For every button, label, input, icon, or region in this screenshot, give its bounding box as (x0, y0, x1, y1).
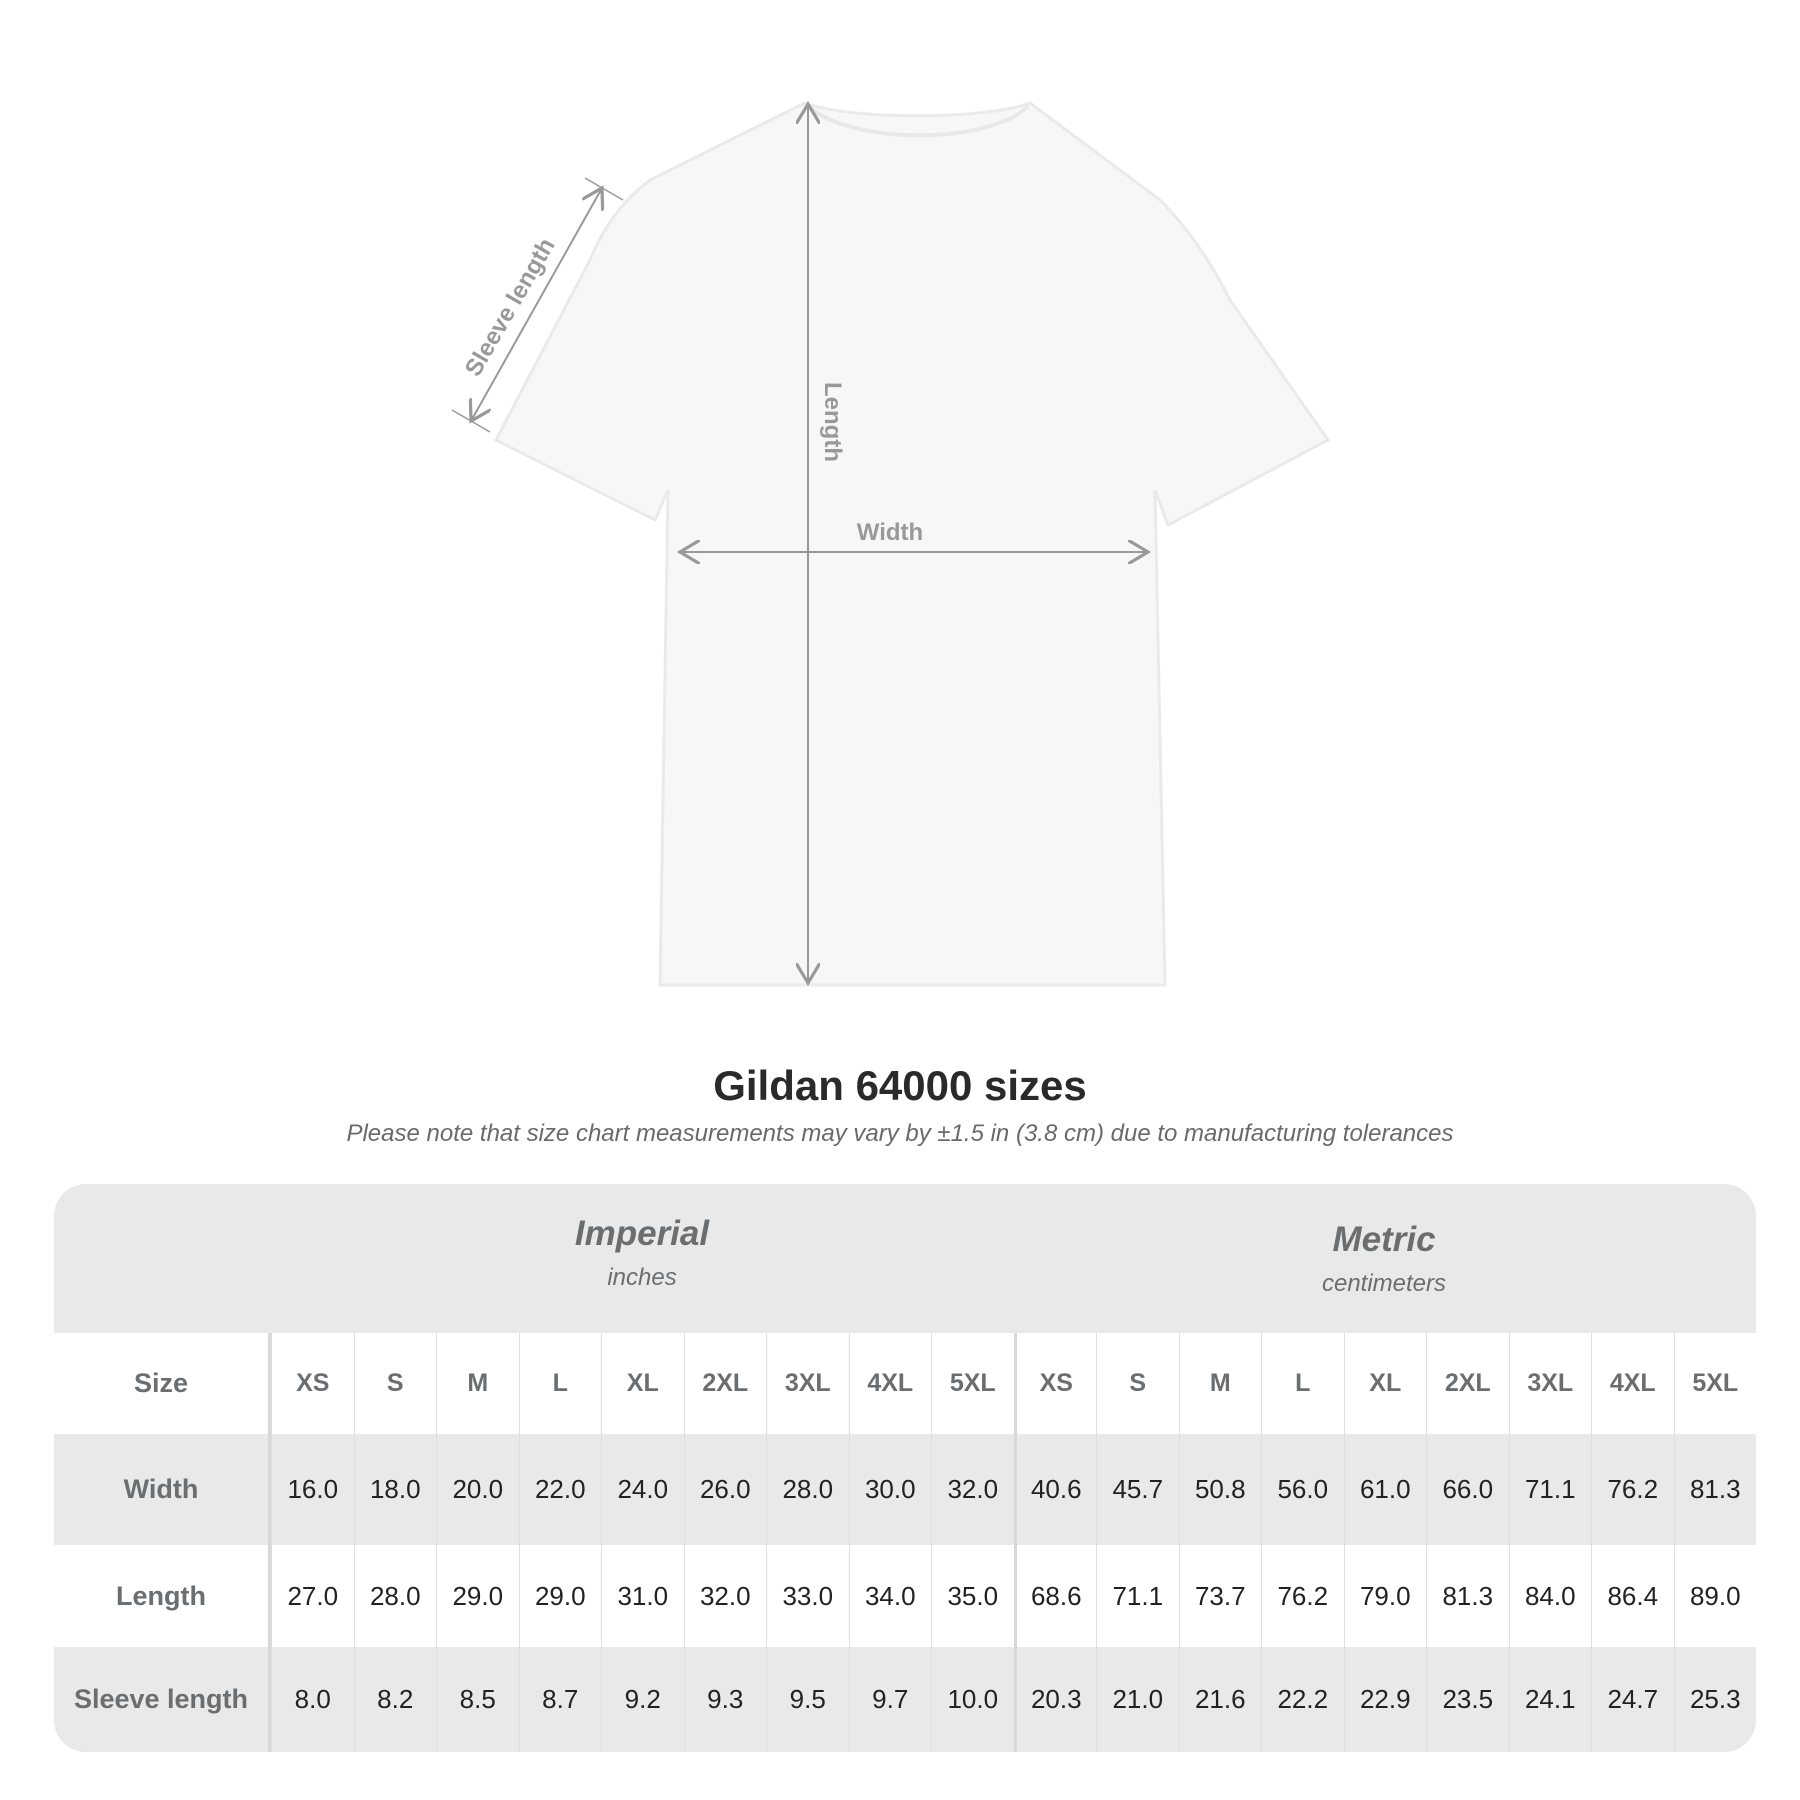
table-cell: 8.2 (353, 1647, 437, 1752)
table-cell: 21.0 (1096, 1647, 1179, 1752)
table-cell: 29.0 (436, 1545, 519, 1647)
imperial-unit: inches (607, 1264, 677, 1291)
table-cell: 4XL (1591, 1333, 1674, 1434)
table-cell: 81.3 (1426, 1545, 1509, 1647)
table-cell: 9.5 (766, 1647, 849, 1752)
table-cell: 25.3 (1673, 1647, 1757, 1752)
table-cell: 5XL (931, 1333, 1014, 1434)
table-cell: 31.0 (601, 1545, 684, 1647)
table-cell: 9.7 (848, 1647, 932, 1752)
table-cell: 18.0 (353, 1434, 437, 1545)
table-cell: 89.0 (1673, 1545, 1757, 1647)
table-cell: 2XL (1426, 1333, 1509, 1434)
table-cell: 3XL (766, 1333, 849, 1434)
table-cell: 24.1 (1508, 1647, 1592, 1752)
table-cell: 32.0 (931, 1434, 1014, 1545)
table-row: Sleeve length 8.0 8.2 8.5 8.7 9.2 9.3 9.5 9.7 10.… (54, 1647, 1756, 1752)
table-cell: 10.0 (931, 1647, 1014, 1752)
table-cell: 32.0 (683, 1545, 767, 1647)
table-cell: M (1178, 1333, 1262, 1434)
table-cell: 50.8 (1178, 1434, 1262, 1545)
table-cell: 56.0 (1261, 1434, 1344, 1545)
table-cell: 61.0 (1343, 1434, 1427, 1545)
table-cell: 73.7 (1178, 1545, 1262, 1647)
table-cell: 2XL (683, 1333, 767, 1434)
chart-title: Gildan 64000 sizes (713, 1062, 1087, 1109)
table-cell: 45.7 (1096, 1434, 1179, 1545)
tolerance-note: Please note that size chart measurements… (346, 1120, 1454, 1147)
table-cell: S (353, 1333, 437, 1434)
table-cell: 84.0 (1508, 1545, 1592, 1647)
row-label: Size (54, 1333, 271, 1434)
table-cell: 79.0 (1343, 1545, 1427, 1647)
table-row: Width 16.0 18.0 20.0 22.0 24.0 26.0 28.0 30.0 32.… (54, 1434, 1756, 1545)
table-cell: 86.4 (1591, 1545, 1674, 1647)
table-cell: 71.1 (1508, 1434, 1592, 1545)
table-cell: 76.2 (1261, 1545, 1344, 1647)
table-cell: 40.6 (1013, 1434, 1097, 1545)
table-cell: 8.5 (436, 1647, 519, 1752)
table-cell: 16.0 (271, 1434, 354, 1545)
table-cell: 27.0 (271, 1545, 354, 1647)
table-cell: 26.0 (683, 1434, 767, 1545)
table-cell: 9.3 (683, 1647, 767, 1752)
table-cell: M (436, 1333, 519, 1434)
table-cell: 68.6 (1013, 1545, 1097, 1647)
table-cell: 22.2 (1261, 1647, 1344, 1752)
tshirt-diagram: Sleeve length Length Width (451, 0, 1331, 987)
table-cell: 3XL (1508, 1333, 1592, 1434)
metric-title: Metric (1332, 1220, 1436, 1259)
table-cell: 23.5 (1426, 1647, 1509, 1752)
table-cell: L (518, 1333, 602, 1434)
row-label: Sleeve length (54, 1647, 271, 1752)
sleeve-arrow (451, 177, 624, 433)
length-label: Length (819, 382, 846, 462)
table-cell: 33.0 (766, 1545, 849, 1647)
table-cell: 76.2 (1591, 1434, 1674, 1545)
table-cell: 5XL (1673, 1333, 1757, 1434)
table-cell: 4XL (848, 1333, 932, 1434)
row-label: Width (54, 1434, 271, 1545)
table-cell: XS (1013, 1333, 1097, 1434)
table-cell: 66.0 (1426, 1434, 1509, 1545)
table-cell: 21.6 (1178, 1647, 1262, 1752)
table-cell: 81.3 (1673, 1434, 1757, 1545)
imperial-title: Imperial (574, 1214, 710, 1253)
table-cell: 22.0 (518, 1434, 602, 1545)
table-row: Length 27.0 28.0 29.0 29.0 31.0 32.0 33.0 34.0 35… (54, 1545, 1756, 1647)
table-cell: XL (601, 1333, 684, 1434)
table-cell: 20.0 (436, 1434, 519, 1545)
table-cell: L (1261, 1333, 1344, 1434)
table-cell: S (1096, 1333, 1179, 1434)
table-cell: XS (271, 1333, 354, 1434)
table-cell: 28.0 (766, 1434, 849, 1545)
metric-header: Metric centimeters (1013, 1184, 1755, 1333)
table-cell: 8.7 (518, 1647, 602, 1752)
table-cell: 24.7 (1591, 1647, 1674, 1752)
table-cell: 9.2 (601, 1647, 684, 1752)
imperial-header: Imperial inches (271, 1184, 1013, 1333)
table-cell: 71.1 (1096, 1545, 1179, 1647)
table-cell: 22.9 (1343, 1647, 1427, 1752)
table-cell: 34.0 (848, 1545, 932, 1647)
width-label: Width (857, 519, 923, 546)
row-label: Length (54, 1545, 271, 1647)
table-cell: 8.0 (271, 1647, 354, 1752)
metric-unit: centimeters (1321, 1270, 1447, 1297)
table-cell: 28.0 (353, 1545, 437, 1647)
table-cell: 24.0 (601, 1434, 684, 1545)
table-cell: 20.3 (1013, 1647, 1097, 1752)
table-cell: 30.0 (848, 1434, 932, 1545)
size-header-row: Size XS S M L XL 2XL 3XL 4XL 5XL XS S M L XL 2XL 3XL 4XL 5… (54, 1333, 1756, 1434)
table-cell: 35.0 (931, 1545, 1014, 1647)
table-cell: 29.0 (518, 1545, 602, 1647)
size-table: Imperial inches Metric centimeters Size X… (54, 1184, 1756, 1752)
table-cell: XL (1343, 1333, 1427, 1434)
